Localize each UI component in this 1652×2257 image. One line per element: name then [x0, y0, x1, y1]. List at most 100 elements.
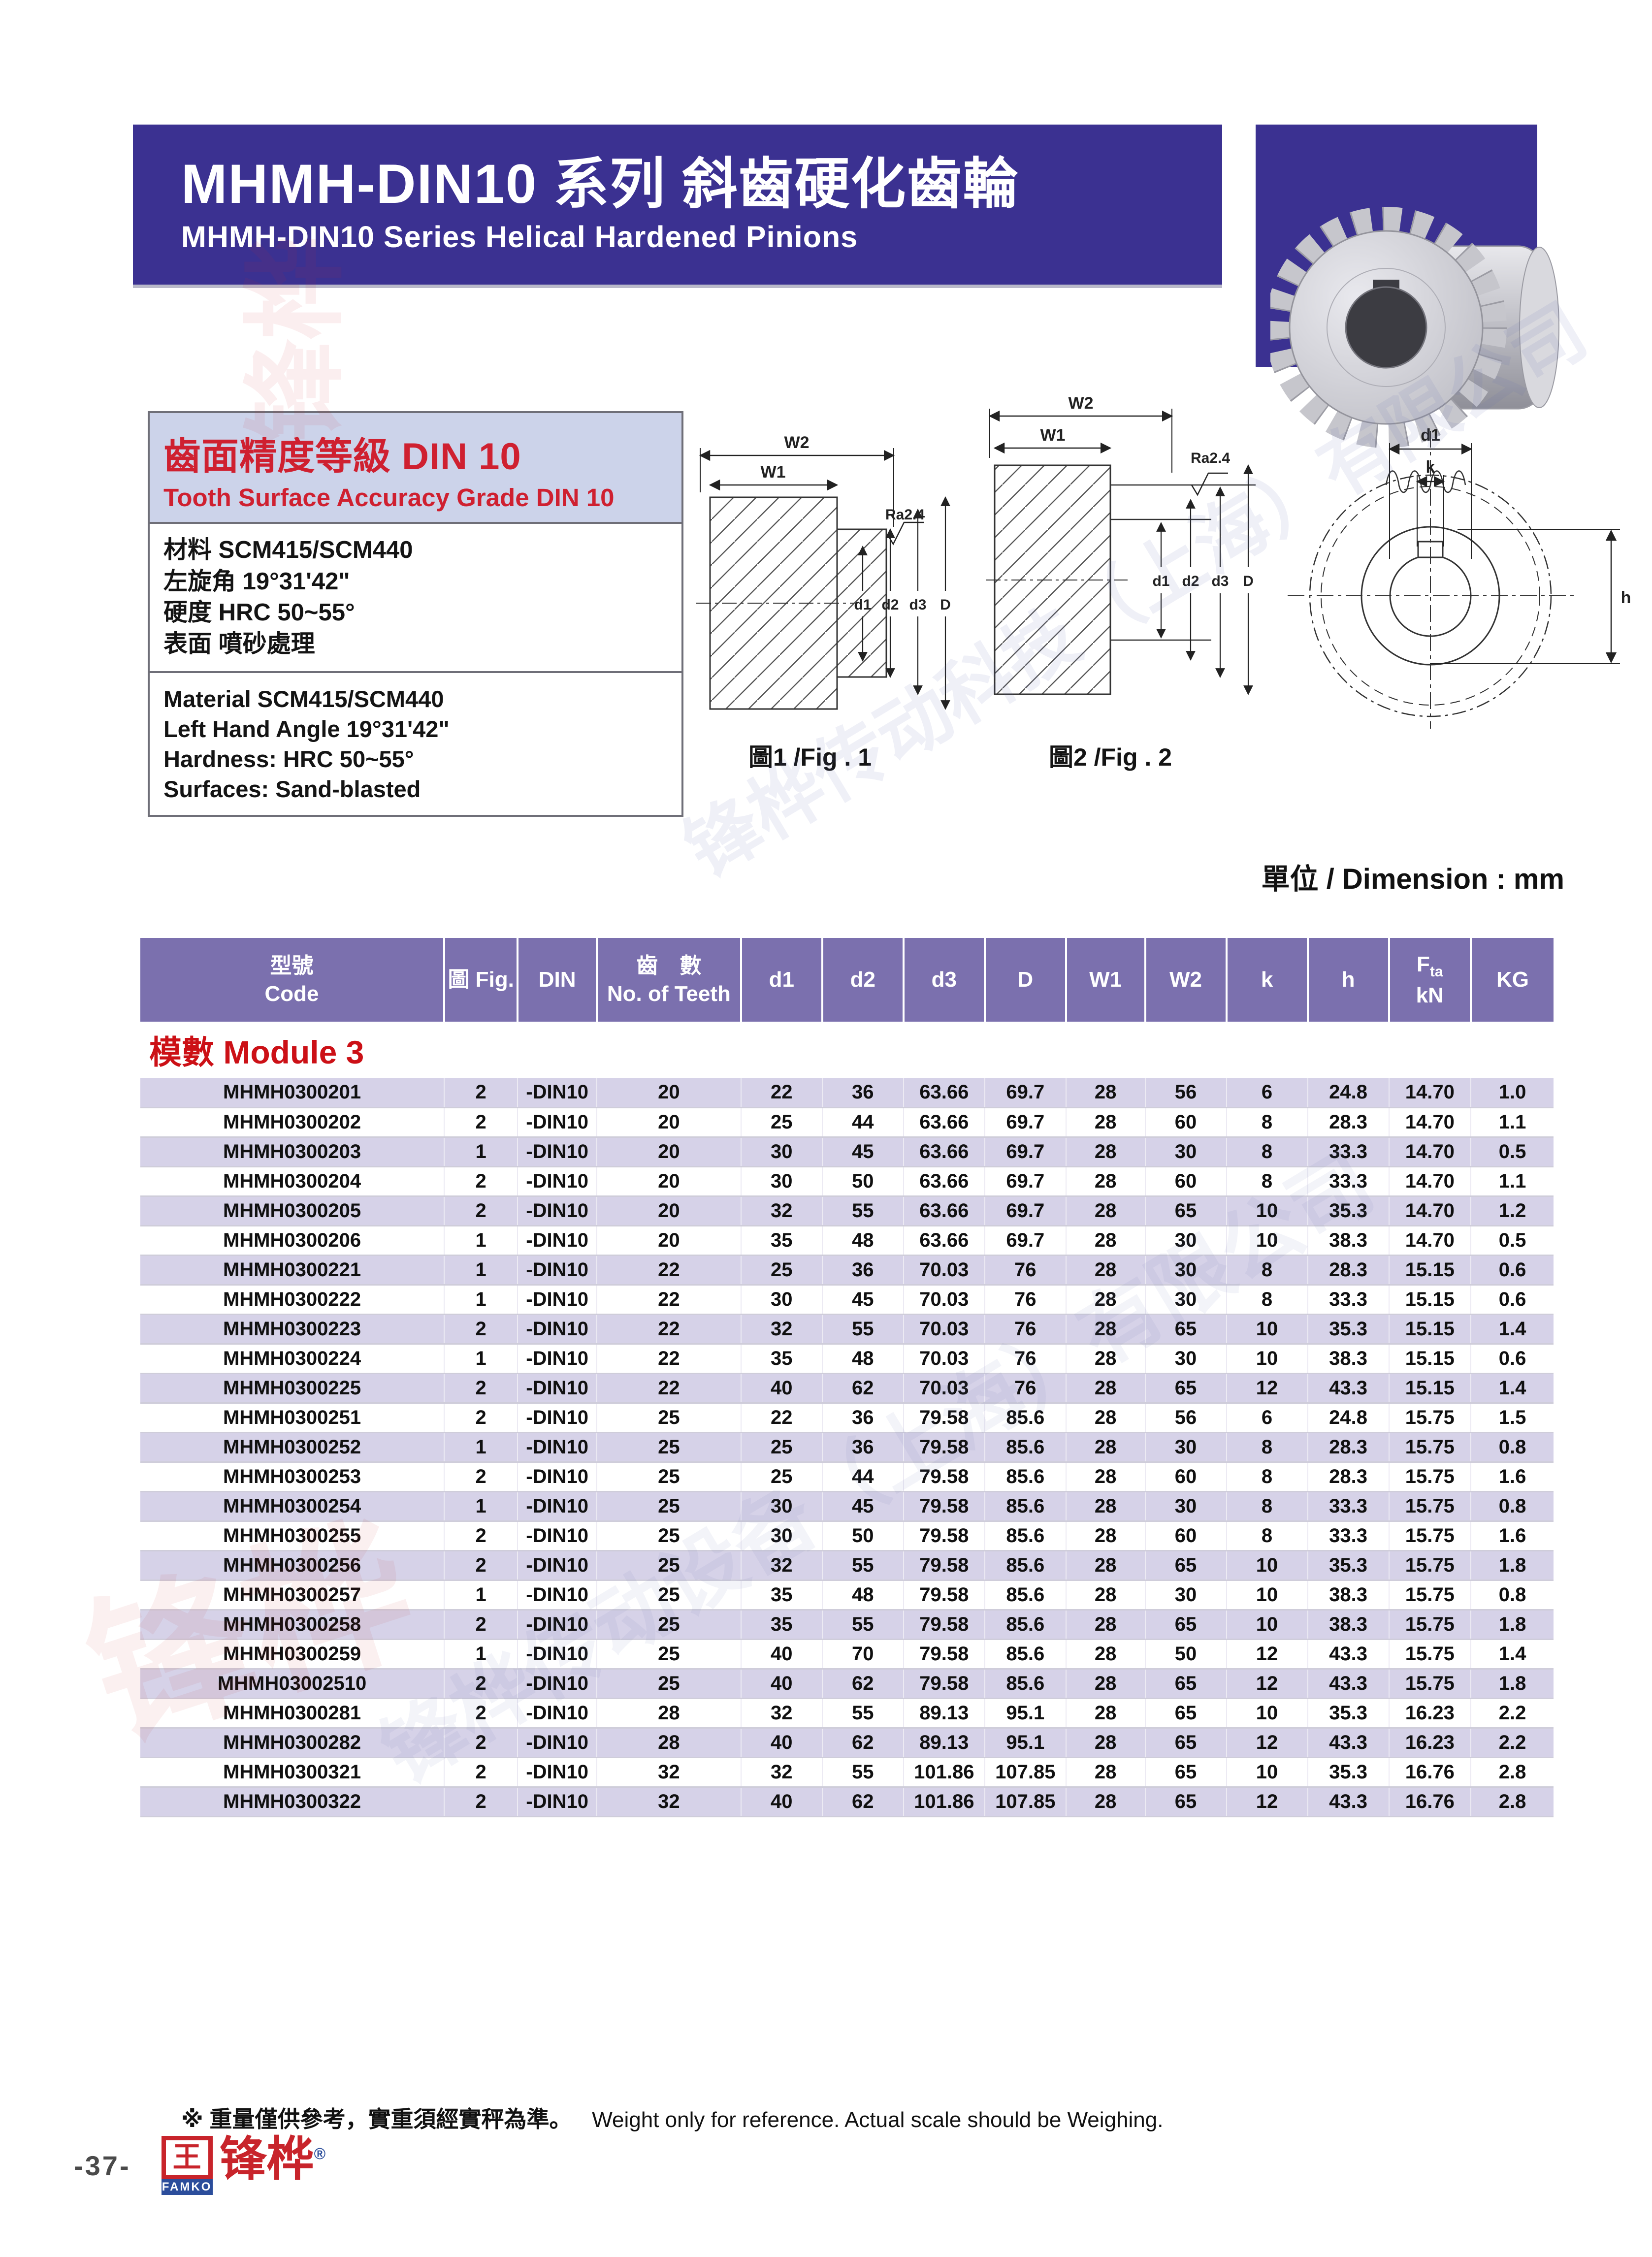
value-cell: 15.15: [1389, 1314, 1472, 1345]
value-cell: 44: [822, 1462, 904, 1492]
value-cell: 28: [1066, 1550, 1146, 1581]
column-header-line: No. of Teeth: [607, 982, 731, 1006]
value-cell: 79.58: [903, 1580, 985, 1611]
value-cell: 30: [1145, 1580, 1227, 1611]
value-cell: 63.66: [903, 1078, 985, 1108]
value-cell: 76: [984, 1314, 1067, 1345]
value-cell: 1.4: [1471, 1373, 1554, 1404]
code-cell: MHMH0300252: [140, 1432, 445, 1463]
fig2-d2-label: d2: [1182, 573, 1199, 589]
value-cell: 1.6: [1471, 1521, 1554, 1551]
value-cell: 35: [741, 1225, 823, 1256]
value-cell: 1: [444, 1225, 518, 1256]
value-cell: 101.86: [903, 1757, 985, 1788]
value-cell: 1: [444, 1137, 518, 1167]
value-cell: 32: [741, 1757, 823, 1788]
value-cell: 1.5: [1471, 1403, 1554, 1433]
title-banner: MHMH-DIN10 系列 斜齒硬化齒輪 MHMH-DIN10 Series H…: [133, 125, 1222, 288]
value-cell: 15.15: [1389, 1255, 1472, 1286]
value-cell: 2: [444, 1521, 518, 1551]
value-cell: 28: [1066, 1137, 1146, 1167]
table-row: MHMH0300252 1 -DIN10 25 25 36 79.58 85.6 28 30 8 28…: [140, 1432, 1554, 1463]
value-cell: 76: [984, 1255, 1067, 1286]
value-cell: 65: [1145, 1728, 1227, 1758]
value-cell: 107.85: [984, 1757, 1067, 1788]
value-cell: 38.3: [1307, 1225, 1390, 1256]
column-header-line: d2: [850, 967, 875, 992]
value-cell: 14.70: [1389, 1137, 1472, 1167]
value-cell: 2.2: [1471, 1728, 1554, 1758]
value-cell: 70.03: [903, 1255, 985, 1286]
value-cell: 28: [1066, 1787, 1146, 1817]
value-cell: 14.70: [1389, 1078, 1472, 1108]
value-cell: 12: [1226, 1639, 1308, 1670]
table-row: MHMH0300256 2 -DIN10 25 32 55 79.58 85.6 28 65 10 3…: [140, 1550, 1554, 1581]
value-cell: 69.7: [984, 1078, 1067, 1108]
value-cell: 35: [741, 1344, 823, 1374]
value-cell: 35.3: [1307, 1698, 1390, 1729]
value-cell: 70: [822, 1639, 904, 1670]
table-row: MHMH0300204 2 -DIN10 20 30 50 63.66 69.7 28 60 8 33…: [140, 1166, 1554, 1197]
value-cell: 15.75: [1389, 1550, 1472, 1581]
value-cell: 95.1: [984, 1698, 1067, 1729]
value-cell: 25: [741, 1255, 823, 1286]
value-cell: 30: [741, 1521, 823, 1551]
value-cell: 30: [1145, 1432, 1227, 1463]
value-cell: 16.76: [1389, 1757, 1472, 1788]
table-row: MHMH0300201 2 -DIN10 20 22 36 63.66 69.7 28 56 6 24…: [140, 1078, 1554, 1108]
value-cell: 1.8: [1471, 1550, 1554, 1581]
table-row: MHMH0300205 2 -DIN10 20 32 55 63.66 69.7 28 65 10 3…: [140, 1196, 1554, 1226]
value-cell: 14.70: [1389, 1107, 1472, 1138]
brand-logo-icon: 王 FAMKO: [161, 2136, 213, 2195]
column-header-0: 型號 Code: [140, 938, 446, 1022]
code-cell: MHMH0300321: [140, 1757, 445, 1788]
value-cell: 63.66: [903, 1225, 985, 1256]
value-cell: 0.6: [1471, 1285, 1554, 1315]
value-cell: 62: [822, 1669, 904, 1699]
value-cell: 38.3: [1307, 1610, 1390, 1640]
value-cell: 70.03: [903, 1344, 985, 1374]
value-cell: 69.7: [984, 1225, 1067, 1256]
product-table: 型號 Code 圖 Fig. DIN 齒 數 No. of Teeth d1 d2 d3 D W1 W…: [140, 938, 1554, 1817]
table-row: MHMH0300257 1 -DIN10 25 35 48 79.58 85.6 28 30 10 3…: [140, 1580, 1554, 1611]
module-label: 模數 Module 3: [140, 1022, 1554, 1078]
table-row: MHMH0300281 2 -DIN10 28 32 55 89.13 95.1 28 65 10 3…: [140, 1698, 1554, 1729]
table-header-row: 型號 Code 圖 Fig. DIN 齒 數 No. of Teeth d1 d2 d3 D W1 W…: [140, 938, 1554, 1022]
value-cell: 10: [1226, 1196, 1308, 1226]
table-row: MHMH0300282 2 -DIN10 28 40 62 89.13 95.1 28 65 12 4…: [140, 1728, 1554, 1758]
value-cell: 1.4: [1471, 1314, 1554, 1345]
value-cell: 76: [984, 1344, 1067, 1374]
value-cell: 101.86: [903, 1787, 985, 1817]
value-cell: 85.6: [984, 1403, 1067, 1433]
value-cell: 85.6: [984, 1462, 1067, 1492]
code-cell: MHMH0300259: [140, 1639, 445, 1670]
value-cell: 43.3: [1307, 1728, 1390, 1758]
column-header-3: 齒 數 No. of Teeth: [597, 938, 742, 1022]
value-cell: 8: [1226, 1521, 1308, 1551]
spec-surface-zh: 表面 噴砂處理: [163, 631, 315, 658]
code-cell: MHMH0300258: [140, 1610, 445, 1640]
value-cell: 1.1: [1471, 1107, 1554, 1138]
value-cell: 79.58: [903, 1521, 985, 1551]
value-cell: 35.3: [1307, 1757, 1390, 1788]
value-cell: 20: [597, 1078, 742, 1108]
value-cell: 25: [597, 1669, 742, 1699]
value-cell: 32: [597, 1757, 742, 1788]
value-cell: 22: [597, 1314, 742, 1345]
value-cell: 33.3: [1307, 1166, 1390, 1197]
value-cell: 10: [1226, 1344, 1308, 1374]
value-cell: 22: [741, 1403, 823, 1433]
code-cell: MHMH0300204: [140, 1166, 445, 1197]
fig3-k-label: k: [1426, 458, 1435, 477]
value-cell: 28: [1066, 1669, 1146, 1699]
value-cell: 79.58: [903, 1550, 985, 1581]
value-cell: 8: [1226, 1491, 1308, 1522]
value-cell: 2: [444, 1314, 518, 1345]
table-body: MHMH0300201 2 -DIN10 20 22 36 63.66 69.7 28 56 6 24…: [140, 1078, 1554, 1817]
value-cell: 10: [1226, 1314, 1308, 1345]
value-cell: 85.6: [984, 1580, 1067, 1611]
value-cell: 15.75: [1389, 1462, 1472, 1492]
gear-hub-line: [1327, 268, 1446, 387]
value-cell: 1: [444, 1491, 518, 1522]
value-cell: 70.03: [903, 1373, 985, 1404]
